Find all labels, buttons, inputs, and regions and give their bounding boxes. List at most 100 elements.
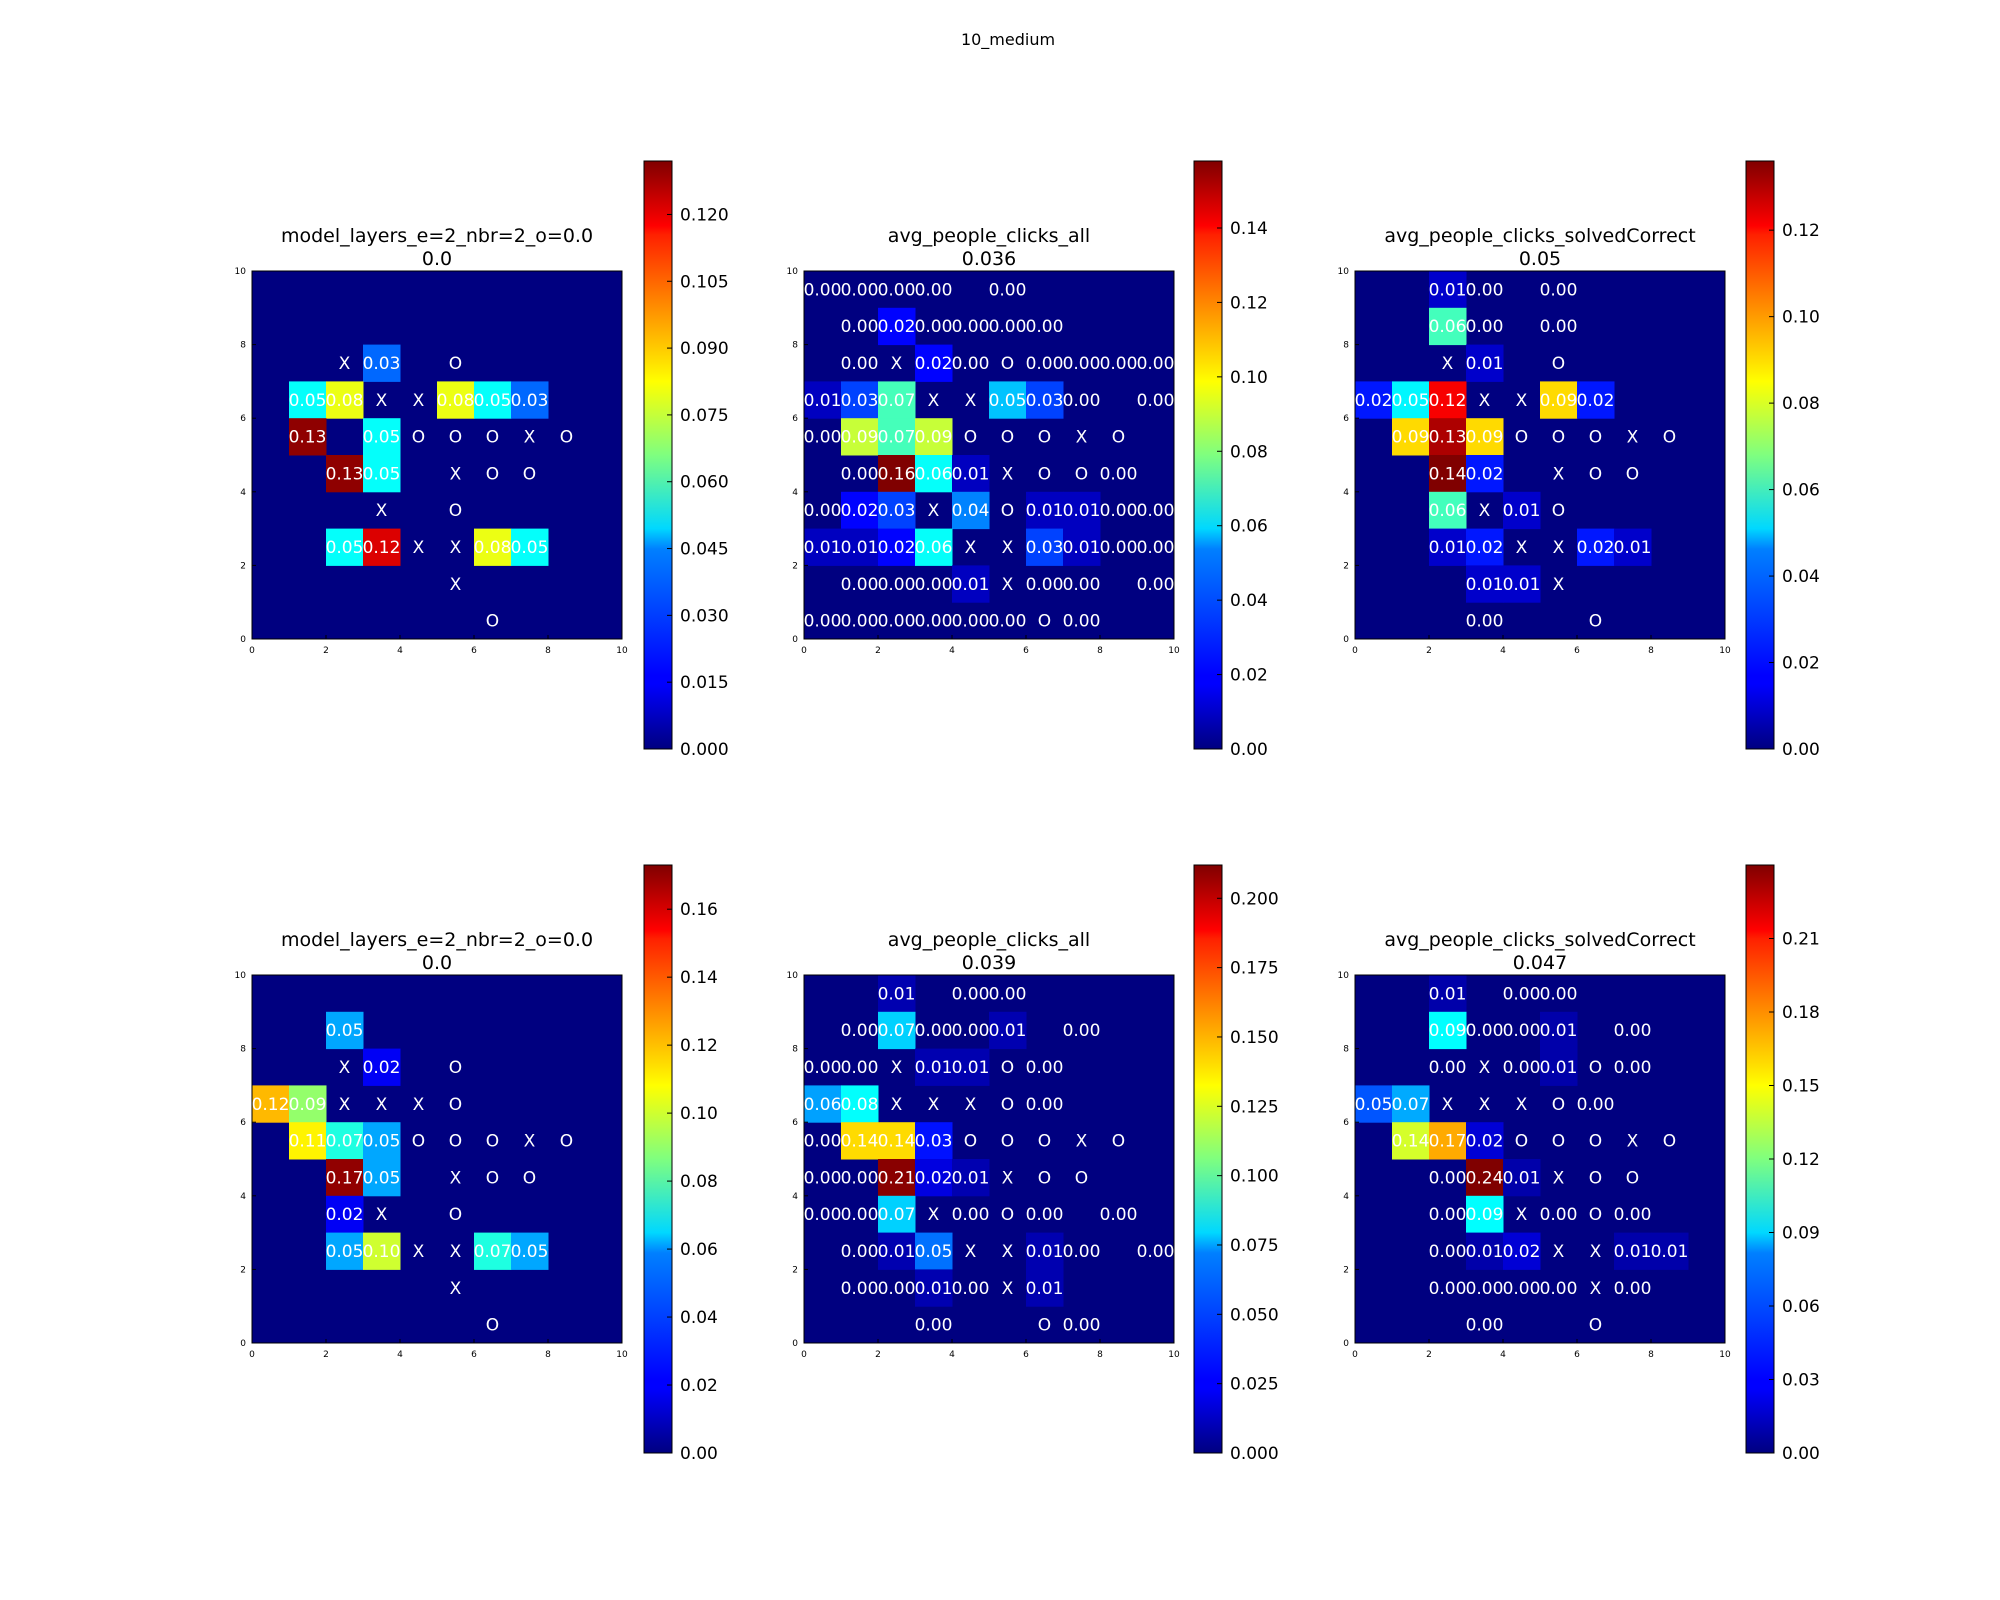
x-tick-label: 2 xyxy=(875,646,881,656)
heatmap-cell xyxy=(1392,1085,1430,1123)
heatmap-cell xyxy=(289,418,327,456)
colorbar-tick-label: 0.050 xyxy=(1230,1305,1279,1325)
cell-label: 0.01 xyxy=(1466,354,1504,374)
cell-label: 0.00 xyxy=(1577,1095,1615,1115)
heatmap-cell xyxy=(437,381,475,419)
y-tick-label: 6 xyxy=(792,1118,798,1128)
panel-subtitle: 0.039 xyxy=(962,952,1016,974)
colorbar xyxy=(643,864,673,1454)
cell-label: 0.01 xyxy=(952,575,990,595)
cell-label: 0.00 xyxy=(1026,1095,1064,1115)
cell-label: O xyxy=(1663,428,1676,448)
cell-label: X xyxy=(1442,1095,1454,1115)
cell-label: X xyxy=(376,1205,388,1225)
heatmap-cell xyxy=(1540,1011,1578,1050)
colorbar-tick-label: 0.21 xyxy=(1782,930,1820,950)
cell-label: 0.01 xyxy=(1614,538,1652,558)
y-tick-label: 2 xyxy=(1343,1265,1349,1275)
heatmap-cell xyxy=(363,1122,401,1160)
y-tick-label: 2 xyxy=(792,1265,798,1275)
cell-label: 0.05 xyxy=(363,1168,401,1188)
colorbar-tick-label: 0.030 xyxy=(680,606,729,626)
panel-title: avg_people_clicks_solvedCorrect xyxy=(1384,225,1695,247)
cell-label: 0.02 xyxy=(878,538,916,558)
heatmap-cell xyxy=(326,1195,364,1234)
cell-label: 0.00 xyxy=(1540,984,1578,1004)
heatmap-cell xyxy=(1429,307,1467,346)
y-tick-label: 4 xyxy=(792,488,798,498)
cell-label: 0.02 xyxy=(841,501,879,521)
cell-label: 0.02 xyxy=(1577,538,1615,558)
cell-label: 0.01 xyxy=(804,538,842,558)
cell-label: 0.00 xyxy=(1026,317,1064,337)
cell-label: O xyxy=(1038,612,1051,632)
cell-label: 0.02 xyxy=(1503,1242,1541,1262)
cell-label: O xyxy=(1112,428,1125,448)
heatmap-cell xyxy=(915,1269,953,1307)
cell-label: 0.00 xyxy=(1100,538,1138,558)
cell-label: X xyxy=(1076,428,1088,448)
cell-label: 0.03 xyxy=(915,1132,953,1152)
heatmap-cell xyxy=(1466,1159,1504,1197)
y-tick-label: 4 xyxy=(1343,1192,1349,1202)
heatmap-cell xyxy=(511,528,549,566)
plot-frame xyxy=(803,270,1175,640)
cell-label: O xyxy=(523,1168,536,1188)
cell-label: 0.01 xyxy=(1429,538,1467,558)
cell-label: X xyxy=(1553,1168,1565,1188)
colorbar-tick-label: 0.105 xyxy=(680,272,729,292)
cell-label: 0.01 xyxy=(952,1058,990,1078)
x-tick-label: 4 xyxy=(949,646,955,656)
cell-label: 0.01 xyxy=(1466,1242,1504,1262)
cell-label: O xyxy=(1075,1168,1088,1188)
y-tick-label: 10 xyxy=(235,267,247,277)
cell-label: 0.05 xyxy=(326,1242,364,1262)
panel-title: avg_people_clicks_all xyxy=(888,929,1090,951)
cell-label: 0.00 xyxy=(1063,1316,1101,1336)
x-tick-label: 0 xyxy=(1352,646,1358,656)
cell-label: 0.00 xyxy=(915,280,953,300)
cell-label: 0.11 xyxy=(289,1132,327,1152)
heatmap-cell xyxy=(289,1122,327,1160)
heatmap-cell xyxy=(1429,455,1467,493)
cell-label: O xyxy=(449,1132,462,1152)
cell-label: 0.01 xyxy=(804,391,842,411)
y-tick-label: 2 xyxy=(240,1265,246,1275)
cell-label: 0.07 xyxy=(1392,1095,1430,1115)
colorbar-tick-label: 0.14 xyxy=(1230,219,1268,239)
x-tick-label: 10 xyxy=(1719,646,1731,656)
cell-label: O xyxy=(486,1168,499,1188)
heatmap-cell xyxy=(326,1232,364,1270)
cell-label: 0.08 xyxy=(474,538,512,558)
cell-label: 0.08 xyxy=(841,1095,879,1115)
cell-label: 0.00 xyxy=(841,1021,879,1041)
cell-label: 0.01 xyxy=(1063,501,1101,521)
heatmap-cell xyxy=(326,381,364,419)
cell-label: X xyxy=(1002,1242,1014,1262)
colorbar-tick-label: 0.10 xyxy=(1230,368,1268,388)
cell-label: X xyxy=(1002,575,1014,595)
heatmap-cell xyxy=(363,1048,401,1086)
cell-label: X xyxy=(1627,428,1639,448)
cell-label: X xyxy=(376,1095,388,1115)
heatmap-cell xyxy=(915,528,953,566)
cell-label: 0.01 xyxy=(1503,1168,1541,1188)
cell-label: X xyxy=(965,391,977,411)
cell-label: O xyxy=(1552,501,1565,521)
colorbar-tick-label: 0.200 xyxy=(1230,889,1279,909)
heatmap-cell xyxy=(878,1195,916,1234)
cell-label: 0.00 xyxy=(1429,1058,1467,1078)
cell-label: O xyxy=(1001,1205,1014,1225)
cell-label: 0.06 xyxy=(915,538,953,558)
heatmap-cell xyxy=(878,528,916,566)
cell-label: 0.00 xyxy=(1429,1168,1467,1188)
cell-label: 0.05 xyxy=(989,391,1027,411)
y-tick-label: 8 xyxy=(1343,341,1349,351)
heatmap-cell xyxy=(804,1085,842,1123)
x-tick-label: 4 xyxy=(1500,646,1506,656)
cell-label: O xyxy=(560,1132,573,1152)
heatmap-cell xyxy=(1026,1232,1064,1270)
cell-label: 0.00 xyxy=(1137,1242,1175,1262)
cell-label: X xyxy=(965,1242,977,1262)
cell-label: 0.00 xyxy=(841,575,879,595)
